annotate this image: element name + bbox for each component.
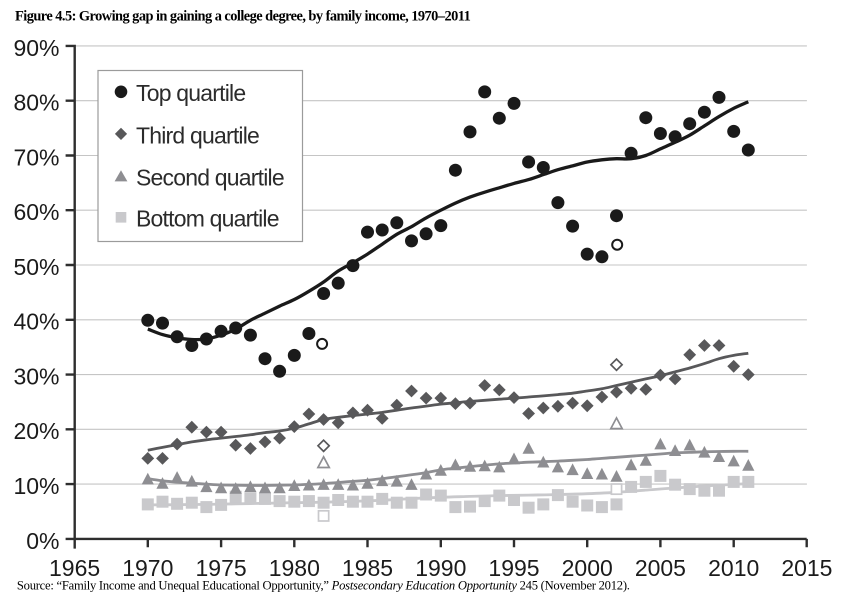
- svg-text:Figure 4.5: Growing gap in gai: Figure 4.5: Growing gap in gaining a col…: [15, 9, 471, 25]
- svg-text:1980: 1980: [269, 555, 320, 581]
- svg-text:60%: 60%: [13, 199, 59, 225]
- svg-text:2010: 2010: [708, 555, 759, 581]
- svg-text:1990: 1990: [415, 555, 466, 581]
- svg-text:50%: 50%: [13, 254, 59, 280]
- svg-text:1965: 1965: [49, 555, 100, 581]
- svg-text:2000: 2000: [562, 555, 613, 581]
- svg-text:70%: 70%: [13, 144, 59, 170]
- svg-text:Source: “Family Income and Une: Source: “Family Income and Unequal Educa…: [17, 579, 630, 593]
- svg-text:80%: 80%: [13, 90, 59, 116]
- svg-text:2015: 2015: [781, 555, 832, 581]
- svg-text:20%: 20%: [13, 418, 59, 444]
- svg-text:Third quartile: Third quartile: [136, 122, 259, 148]
- svg-text:Top quartile: Top quartile: [136, 80, 245, 106]
- svg-text:1970: 1970: [122, 555, 173, 581]
- svg-text:Bottom quartile: Bottom quartile: [136, 206, 279, 232]
- svg-text:1995: 1995: [488, 555, 539, 581]
- svg-text:1975: 1975: [196, 555, 247, 581]
- svg-text:90%: 90%: [13, 35, 59, 61]
- svg-text:30%: 30%: [13, 364, 59, 390]
- svg-text:10%: 10%: [13, 473, 59, 499]
- svg-text:Second quartile: Second quartile: [136, 164, 284, 190]
- svg-text:2005: 2005: [635, 555, 686, 581]
- svg-text:0%: 0%: [26, 528, 59, 554]
- svg-text:1985: 1985: [342, 555, 393, 581]
- svg-text:40%: 40%: [13, 309, 59, 335]
